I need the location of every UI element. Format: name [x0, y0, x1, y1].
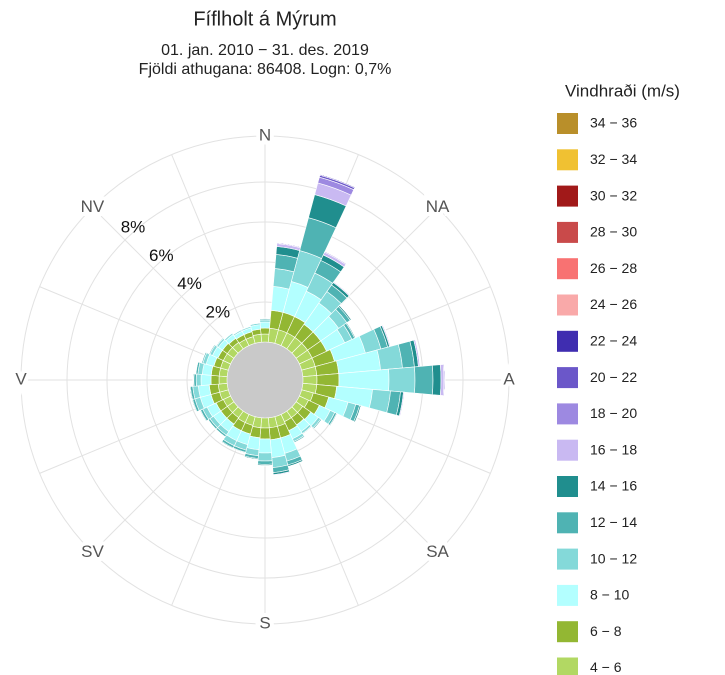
bar-segment — [257, 460, 273, 465]
legend-key — [557, 221, 578, 243]
bar-segment — [314, 419, 323, 430]
legend-key — [557, 149, 578, 171]
spoke — [92, 207, 239, 354]
labels: 2%4%6%8% N NA A SA S SV V NV — [11, 121, 519, 636]
legend-key — [557, 294, 578, 316]
radial-tick-label: 6% — [149, 246, 174, 265]
legend-label: 30 − 32 — [590, 187, 637, 203]
legend-label: 26 − 28 — [590, 260, 637, 276]
grid-ring — [66, 181, 464, 579]
legend-label: 18 − 20 — [590, 405, 637, 421]
direction-label: V — [15, 369, 27, 388]
radial-tick-label: 8% — [121, 217, 146, 236]
spoke — [291, 406, 438, 553]
chart-title: Fíflholt á Mýrum — [193, 8, 336, 30]
legend-key — [557, 657, 578, 675]
bar-segment — [259, 427, 271, 440]
subtitle: Fjöldi athugana: 86408. Logn: 0,7% — [139, 61, 392, 78]
bar-segment — [260, 327, 270, 335]
legend-label: 6 − 8 — [590, 623, 622, 639]
legend-label: 8 − 10 — [590, 587, 630, 603]
spoke — [92, 406, 239, 553]
subtitle: 01. jan. 2010 − 31. des. 2019 — [161, 42, 369, 59]
direction-label: NV — [81, 197, 105, 216]
bar-segment — [218, 375, 228, 385]
legend: 4 − 6 6 − 8 8 − 10 10 − 12 12 − 14 14 − 16 16 … — [557, 113, 637, 675]
direction-label: N — [259, 125, 271, 144]
bar-segment — [259, 321, 271, 329]
bar-segment — [333, 281, 351, 296]
bars — [188, 173, 446, 476]
legend-key — [557, 403, 578, 425]
bar-segment — [260, 333, 270, 343]
legend-label: 24 − 26 — [590, 296, 637, 312]
direction-label: SV — [81, 542, 104, 561]
legend-key — [557, 621, 578, 643]
legend-label: 16 − 18 — [590, 441, 637, 457]
center-hole — [227, 342, 303, 418]
legend-key — [557, 185, 578, 207]
bar-segment — [400, 392, 406, 417]
legend-label: 12 − 14 — [590, 514, 637, 530]
direction-label: S — [259, 613, 270, 632]
legend-key — [557, 548, 578, 570]
bar-segment — [432, 364, 442, 396]
legend-key — [557, 512, 578, 534]
bar-segment — [339, 304, 353, 320]
legend-key — [557, 258, 578, 280]
bar-segment — [330, 413, 338, 427]
bar-segment — [244, 457, 259, 461]
legend-label: 22 − 24 — [590, 333, 637, 349]
bar-segment — [444, 364, 446, 396]
bar-segment — [414, 365, 434, 395]
legend-key — [557, 584, 578, 606]
radial-tick-label: 4% — [177, 274, 202, 293]
radial-tick-label: 2% — [206, 302, 231, 321]
legend-key — [557, 367, 578, 389]
bar-segment — [200, 374, 212, 386]
legend-key — [557, 113, 578, 134]
bar-segment — [302, 375, 318, 385]
legend-key — [557, 439, 578, 461]
direction-label: NA — [426, 197, 450, 216]
legend-label: 14 − 16 — [590, 478, 637, 494]
legend-label: 4 − 6 — [590, 659, 622, 675]
direction-label: A — [503, 369, 515, 388]
bar-segment — [388, 366, 416, 394]
bar-segment — [273, 472, 290, 476]
bar-segment — [316, 373, 340, 387]
bar-segment — [258, 438, 272, 454]
bar-segment — [221, 442, 234, 450]
bar-segment — [324, 251, 347, 264]
bar-segment — [257, 452, 273, 462]
bar-segment — [194, 361, 198, 374]
direction-label: SA — [426, 542, 449, 561]
bar-segment — [188, 386, 192, 400]
legend-label: 32 − 34 — [590, 151, 637, 167]
legend-title: Vindhraði (m/s) — [565, 81, 680, 100]
legend-label: 34 − 36 — [590, 115, 637, 131]
bar-segment — [210, 374, 220, 386]
bar-segment — [195, 373, 202, 387]
bar-segment — [260, 417, 270, 429]
legend-label: 20 − 22 — [590, 369, 637, 385]
legend-key — [557, 330, 578, 352]
legend-label: 10 − 12 — [590, 550, 637, 566]
legend-label: 28 − 30 — [590, 224, 637, 240]
spoke — [171, 154, 251, 346]
legend-key — [557, 476, 578, 497]
spoke — [39, 286, 231, 366]
